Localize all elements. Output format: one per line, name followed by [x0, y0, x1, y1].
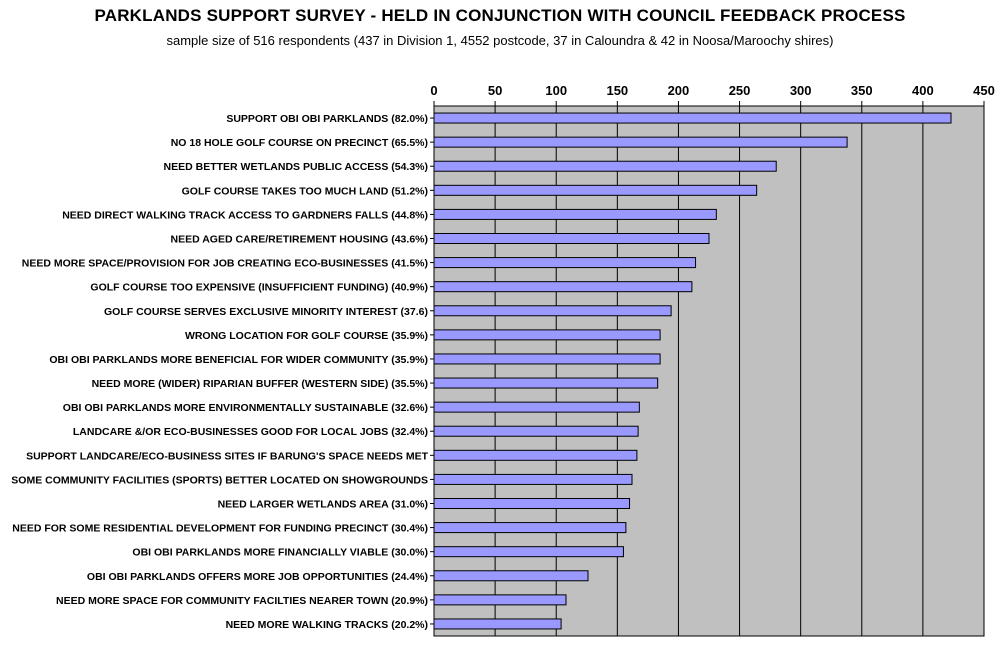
bar: [433, 618, 562, 630]
category-label: NEED LARGER WETLANDS AREA (31.0%): [218, 499, 428, 511]
x-tick-label: 400: [912, 83, 934, 98]
bar: [433, 473, 633, 485]
x-tick-label: 150: [606, 83, 628, 98]
bar: [433, 305, 672, 317]
category-label: SUPPORT OBI OBI PARKLANDS (82.0%): [226, 113, 428, 125]
category-label: NEED AGED CARE/RETIREMENT HOUSING (43.6%…: [171, 234, 428, 246]
category-label: SOME COMMUNITY FACILITIES (SPORTS) BETTE…: [11, 474, 428, 486]
category-label: NEED MORE (WIDER) RIPARIAN BUFFER (WESTE…: [92, 378, 428, 390]
category-label: GOLF COURSE TAKES TOO MUCH LAND (51.2%): [182, 185, 428, 197]
x-tick-label: 450: [973, 83, 995, 98]
chart-title: PARKLANDS SUPPORT SURVEY - HELD IN CONJU…: [94, 6, 906, 25]
category-label: NEED DIRECT WALKING TRACK ACCESS TO GARD…: [62, 209, 428, 221]
bar: [433, 594, 567, 606]
category-label: SUPPORT LANDCARE/ECO-BUSINESS SITES IF B…: [26, 450, 429, 462]
category-label: OBI OBI PARKLANDS MORE FINANCIALLY VIABL…: [132, 547, 428, 559]
bar: [433, 570, 589, 582]
bar: [433, 160, 777, 172]
bar: [433, 233, 710, 244]
bar: [433, 257, 697, 269]
chart-subtitle: sample size of 516 respondents (437 in D…: [166, 33, 834, 48]
category-label: OBI OBI PARKLANDS MORE ENVIRONMENTALLY S…: [63, 402, 428, 414]
bar: [433, 522, 627, 534]
bar: [433, 136, 848, 148]
category-label: LANDCARE &/OR ECO-BUSINESSES GOOD FOR LO…: [73, 426, 428, 438]
category-label: NEED BETTER WETLANDS PUBLIC ACCESS (54.3…: [164, 161, 428, 173]
bar: [433, 449, 638, 461]
bar: [433, 401, 640, 413]
x-tick-label: 200: [668, 83, 690, 98]
x-tick-label: 350: [851, 83, 873, 98]
category-label: WRONG LOCATION FOR GOLF COURSE (35.9%): [185, 330, 428, 342]
x-tick-label: 50: [488, 83, 502, 98]
category-label: OBI OBI PARKLANDS MORE BENEFICIAL FOR WI…: [49, 354, 428, 366]
category-label: NEED FOR SOME RESIDENTIAL DEVELOPMENT FO…: [12, 523, 428, 535]
category-label: GOLF COURSE SERVES EXCLUSIVE MINORITY IN…: [104, 306, 428, 318]
bar: [433, 498, 631, 509]
category-label: NEED MORE SPACE/PROVISION FOR JOB CREATI…: [22, 258, 428, 270]
bar: [433, 184, 758, 196]
bar: [433, 208, 717, 220]
x-tick-label: 100: [545, 83, 567, 98]
bar: [433, 546, 624, 558]
bar: [433, 329, 661, 341]
x-tick-label: 300: [790, 83, 812, 98]
x-tick-label: 250: [729, 83, 751, 98]
bar: [433, 353, 661, 365]
bar: [433, 377, 659, 389]
bar: [433, 112, 952, 124]
x-tick-label: 0: [430, 83, 437, 98]
bar: [433, 425, 639, 437]
category-label: GOLF COURSE TOO EXPENSIVE (INSUFFICIENT …: [90, 282, 428, 294]
category-label: NEED MORE WALKING TRACKS (20.2%): [226, 619, 428, 631]
category-label: NEED MORE SPACE FOR COMMUNITY FACILTIES …: [56, 595, 428, 607]
category-label: NO 18 HOLE GOLF COURSE ON PRECINCT (65.5…: [171, 137, 428, 149]
bar: [433, 281, 693, 293]
category-label: OBI OBI PARKLANDS OFFERS MORE JOB OPPORT…: [87, 571, 428, 583]
